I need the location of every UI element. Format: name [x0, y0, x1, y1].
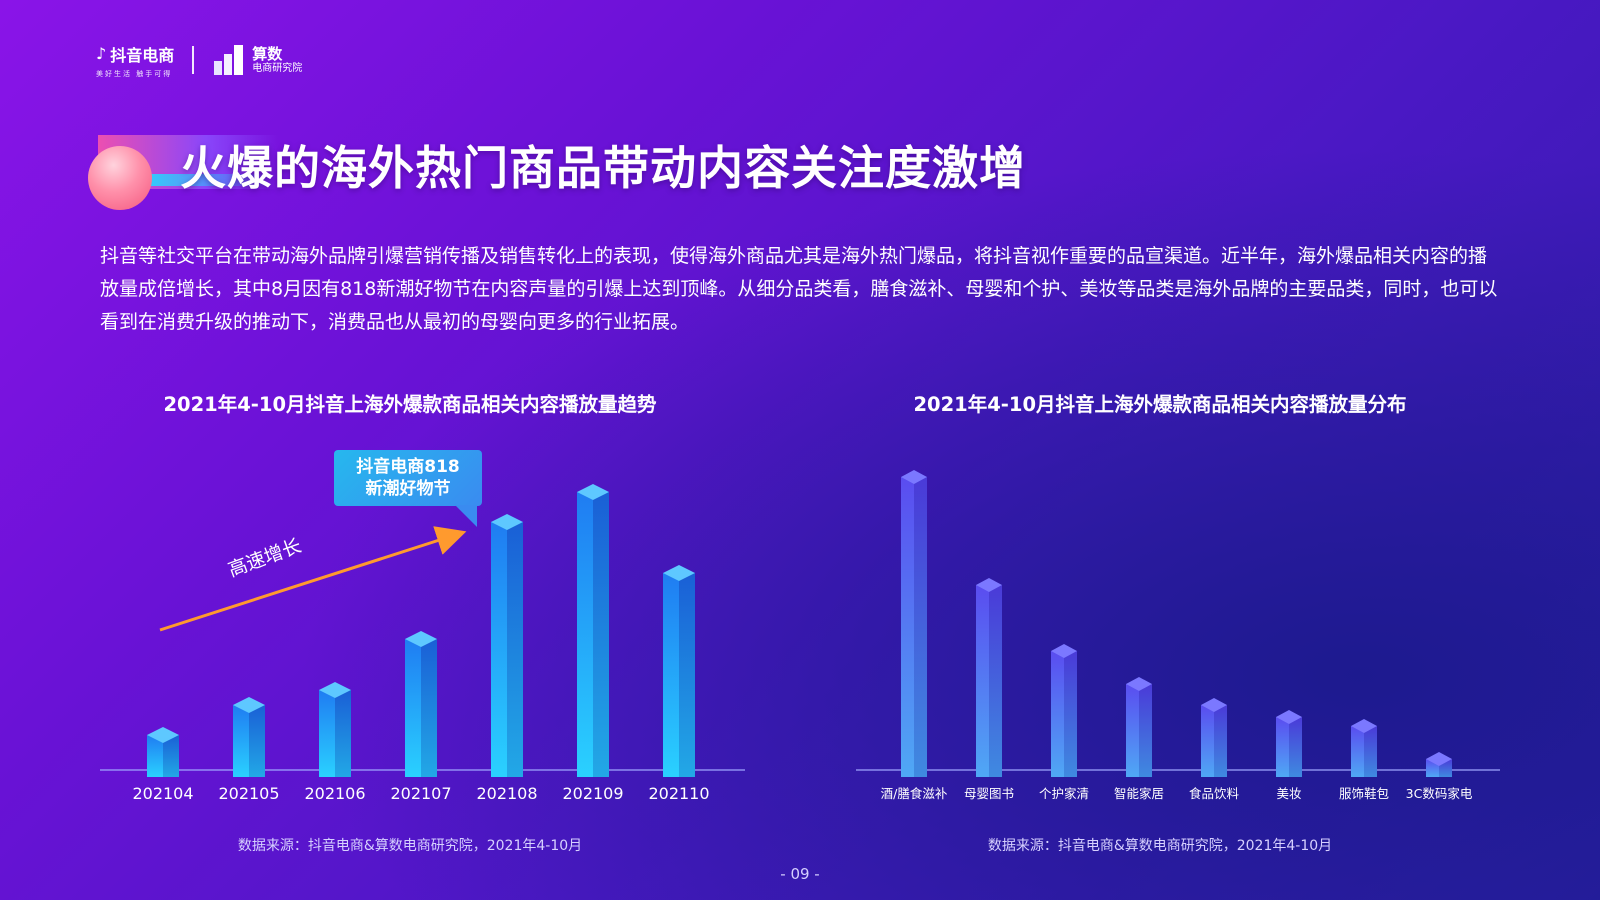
douyin-logo-text: 抖音电商 — [110, 45, 175, 65]
trend-bar-0 — [147, 727, 179, 777]
trend-tick-label-3: 202107 — [390, 784, 451, 803]
callout-line2: 新潮好物节 — [365, 479, 451, 499]
dist-tick-label-0: 酒/膳食滋补 — [881, 786, 948, 801]
trend-tick-label-6: 202110 — [648, 784, 709, 803]
page-number: - 09 - — [780, 865, 820, 883]
callout-818-festival: 抖音电商818 新潮好物节 — [334, 450, 482, 506]
dist-bar-3 — [1126, 677, 1152, 777]
title-block: 火爆的海外热门商品带动内容关注度激增 — [88, 132, 1188, 212]
suanshu-logo: 算数 电商研究院 — [212, 45, 302, 75]
trend-tick-label-1: 202105 — [218, 784, 279, 803]
trend-tick-label-5: 202109 — [562, 784, 623, 803]
bar-chart-icon — [214, 45, 244, 75]
growth-arrow — [159, 526, 467, 632]
title-decoration-ball — [88, 146, 152, 210]
trend-tick-label-0: 202104 — [132, 784, 193, 803]
douyin-slogan: 美好生活 触手可得 — [96, 69, 173, 78]
page-title: 火爆的海外热门商品带动内容关注度激增 — [180, 141, 1026, 195]
title-decoration-stripe — [143, 174, 273, 186]
douyin-note-icon: ♪ — [96, 44, 107, 63]
dist-tick-label-7: 3C数码家电 — [1406, 786, 1473, 801]
trend-tick-label-2: 202106 — [304, 784, 365, 803]
description-paragraph: 抖音等社交平台在带动海外品牌引爆营销传播及销售转化上的表现，使得海外商品尤其是海… — [100, 245, 1498, 333]
dist-bar-1 — [976, 578, 1002, 777]
suanshu-name: 算数 — [252, 45, 283, 64]
dist-tick-label-3: 智能家居 — [1114, 786, 1164, 801]
trend-bar-6 — [663, 565, 695, 777]
callout-tail — [455, 505, 477, 527]
douyin-ecommerce-logo: ♪ 抖音电商 美好生活 触手可得 — [96, 42, 174, 79]
suanshu-sub: 电商研究院 — [252, 62, 303, 74]
dist-tick-label-2: 个护家清 — [1039, 786, 1089, 801]
chart-distribution-title: 2021年4-10月抖音上海外爆款商品相关内容播放量分布 — [913, 393, 1407, 416]
chart-trend-title: 2021年4-10月抖音上海外爆款商品相关内容播放量趋势 — [163, 393, 657, 416]
header-logos: ♪ 抖音电商 美好生活 触手可得 算数 电商研究院 — [96, 40, 302, 80]
dist-bar-0 — [901, 470, 927, 777]
trend-bar-3 — [405, 631, 437, 777]
dist-tick-label-5: 美妆 — [1276, 786, 1301, 801]
trend-tick-label-4: 202108 — [476, 784, 537, 803]
callout-line1: 抖音电商818 — [356, 457, 460, 477]
chart-trend-source: 数据来源：抖音电商&算数电商研究院，2021年4-10月 — [237, 838, 583, 854]
dist-tick-label-6: 服饰鞋包 — [1339, 786, 1389, 801]
dist-bar-5 — [1276, 710, 1302, 777]
dist-bar-7 — [1426, 752, 1452, 777]
logo-divider — [192, 46, 195, 74]
dist-tick-label-4: 食品饮料 — [1189, 786, 1240, 801]
chart-distribution-source: 数据来源：抖音电商&算数电商研究院，2021年4-10月 — [987, 838, 1333, 854]
trend-bar-5 — [577, 484, 609, 777]
dist-tick-label-1: 母婴图书 — [964, 786, 1014, 801]
trend-bar-1 — [233, 697, 265, 777]
trend-bar-4 — [491, 514, 523, 777]
dist-bar-4 — [1201, 698, 1227, 777]
dist-bar-6 — [1351, 719, 1377, 777]
trend-bar-2 — [319, 682, 351, 777]
dist-bar-2 — [1051, 644, 1077, 777]
